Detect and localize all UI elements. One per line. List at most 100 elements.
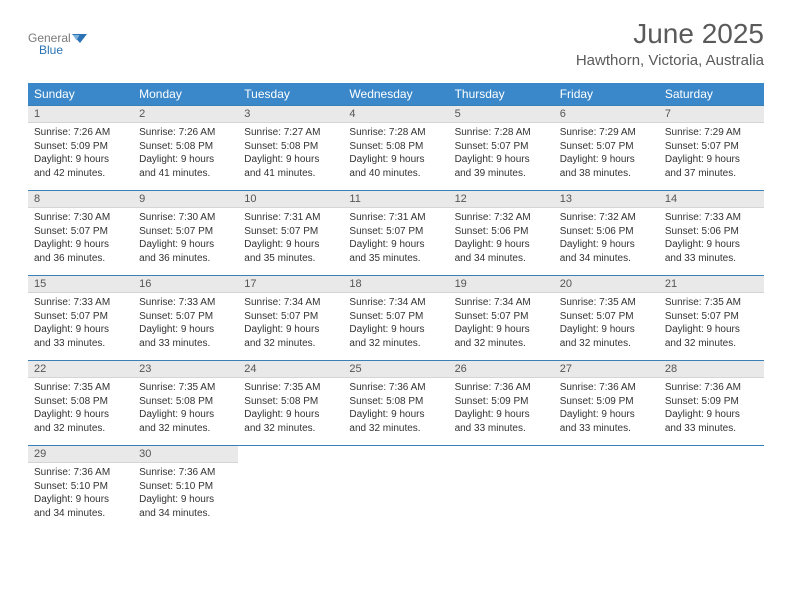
day-body: Sunrise: 7:35 AMSunset: 5:08 PMDaylight:… [28, 378, 133, 441]
day-number: 27 [554, 361, 659, 378]
location: Hawthorn, Victoria, Australia [576, 52, 764, 69]
month-title: June 2025 [576, 18, 764, 50]
daylight-line2: and 32 minutes. [349, 422, 442, 436]
daylight-line1: Daylight: 9 hours [244, 323, 337, 337]
daylight-line2: and 34 minutes. [34, 507, 127, 521]
sunrise-text: Sunrise: 7:34 AM [349, 296, 442, 310]
day-body: Sunrise: 7:27 AMSunset: 5:08 PMDaylight:… [238, 123, 343, 186]
sunset-text: Sunset: 5:08 PM [34, 395, 127, 409]
day-cell: 23Sunrise: 7:35 AMSunset: 5:08 PMDayligh… [133, 361, 238, 445]
daylight-line2: and 37 minutes. [665, 167, 758, 181]
day-cell: 11Sunrise: 7:31 AMSunset: 5:07 PMDayligh… [343, 191, 448, 275]
daylight-line2: and 34 minutes. [139, 507, 232, 521]
day-cell: 4Sunrise: 7:28 AMSunset: 5:08 PMDaylight… [343, 106, 448, 190]
page-header: General Blue June 2025 Hawthorn, Victori… [0, 0, 792, 75]
sunrise-text: Sunrise: 7:35 AM [244, 381, 337, 395]
day-cell: 20Sunrise: 7:35 AMSunset: 5:07 PMDayligh… [554, 276, 659, 360]
sunrise-text: Sunrise: 7:32 AM [560, 211, 653, 225]
day-body: Sunrise: 7:32 AMSunset: 5:06 PMDaylight:… [554, 208, 659, 271]
sunset-text: Sunset: 5:08 PM [349, 140, 442, 154]
sunset-text: Sunset: 5:10 PM [34, 480, 127, 494]
sunset-text: Sunset: 5:07 PM [244, 310, 337, 324]
day-number: 17 [238, 276, 343, 293]
sunrise-text: Sunrise: 7:36 AM [34, 466, 127, 480]
day-number: 11 [343, 191, 448, 208]
logo: General Blue [28, 26, 128, 62]
daylight-line2: and 41 minutes. [139, 167, 232, 181]
weekday-saturday: Saturday [659, 83, 764, 105]
day-cell: 19Sunrise: 7:34 AMSunset: 5:07 PMDayligh… [449, 276, 554, 360]
daylight-line2: and 32 minutes. [34, 422, 127, 436]
daylight-line2: and 33 minutes. [665, 422, 758, 436]
day-number: 29 [28, 446, 133, 463]
day-cell: 26 Sunrise: 7:36 AMSunset: 5:09 PMDayligh… [449, 361, 554, 445]
day-cell: 28Sunrise: 7:36 AMSunset: 5:09 PMDayligh… [659, 361, 764, 445]
day-number: 26 [449, 361, 554, 378]
logo-text-blue: Blue [39, 43, 63, 57]
daylight-line2: and 33 minutes. [455, 422, 548, 436]
daylight-line1: Daylight: 9 hours [560, 323, 653, 337]
day-body: Sunrise: 7:29 AMSunset: 5:07 PMDaylight:… [554, 123, 659, 186]
daylight-line1: Daylight: 9 hours [34, 238, 127, 252]
daylight-line1: Daylight: 9 hours [455, 408, 548, 422]
daylight-line2: and 32 minutes. [139, 422, 232, 436]
day-body: Sunrise: 7:33 AMSunset: 5:06 PMDaylight:… [659, 208, 764, 271]
day-body: Sunrise: 7:28 AMSunset: 5:07 PMDaylight:… [449, 123, 554, 186]
day-body: Sunrise: 7:36 AMSunset: 5:08 PMDaylight:… [343, 378, 448, 441]
week-row: 15Sunrise: 7:33 AMSunset: 5:07 PMDayligh… [28, 275, 764, 360]
sunrise-text: Sunrise: 7:26 AM [139, 126, 232, 140]
daylight-line2: and 34 minutes. [455, 252, 548, 266]
sunset-text: Sunset: 5:09 PM [560, 395, 653, 409]
daylight-line1: Daylight: 9 hours [349, 238, 442, 252]
day-body: Sunrise: 7:36 AMSunset: 5:10 PMDaylight:… [28, 463, 133, 526]
daylight-line1: Daylight: 9 hours [139, 153, 232, 167]
day-number: 3 [238, 106, 343, 123]
day-body: Sunrise: 7:26 AMSunset: 5:09 PMDaylight:… [28, 123, 133, 186]
empty-cell [343, 446, 448, 530]
day-body: Sunrise: 7:35 AMSunset: 5:08 PMDaylight:… [133, 378, 238, 441]
day-cell: 3Sunrise: 7:27 AMSunset: 5:08 PMDaylight… [238, 106, 343, 190]
day-number: 18 [343, 276, 448, 293]
day-number: 12 [449, 191, 554, 208]
day-body: Sunrise: 7:34 AMSunset: 5:07 PMDaylight:… [238, 293, 343, 356]
weekday-header-row: SundayMondayTuesdayWednesdayThursdayFrid… [28, 83, 764, 105]
sunrise-text: Sunrise: 7:32 AM [455, 211, 548, 225]
daylight-line2: and 36 minutes. [34, 252, 127, 266]
weekday-thursday: Thursday [449, 83, 554, 105]
day-cell: 22Sunrise: 7:35 AMSunset: 5:08 PMDayligh… [28, 361, 133, 445]
day-cell: 6Sunrise: 7:29 AMSunset: 5:07 PMDaylight… [554, 106, 659, 190]
day-body: Sunrise: 7:33 AMSunset: 5:07 PMDaylight:… [133, 293, 238, 356]
sunset-text: Sunset: 5:07 PM [139, 225, 232, 239]
sunset-text: Sunset: 5:08 PM [139, 395, 232, 409]
day-body: Sunrise: 7:34 AMSunset: 5:07 PMDaylight:… [343, 293, 448, 356]
daylight-line2: and 32 minutes. [560, 337, 653, 351]
daylight-line2: and 35 minutes. [349, 252, 442, 266]
sunset-text: Sunset: 5:09 PM [455, 395, 548, 409]
sunset-text: Sunset: 5:07 PM [34, 225, 127, 239]
day-number: 6 [554, 106, 659, 123]
title-block: June 2025 Hawthorn, Victoria, Australia [576, 18, 764, 69]
day-number: 4 [343, 106, 448, 123]
day-body: Sunrise: 7:30 AMSunset: 5:07 PMDaylight:… [28, 208, 133, 271]
sunset-text: Sunset: 5:07 PM [455, 310, 548, 324]
day-body: Sunrise: 7:32 AMSunset: 5:06 PMDaylight:… [449, 208, 554, 271]
weekday-sunday: Sunday [28, 83, 133, 105]
sunrise-text: Sunrise: 7:35 AM [139, 381, 232, 395]
sunrise-text: Sunrise: 7:30 AM [34, 211, 127, 225]
daylight-line2: and 32 minutes. [244, 422, 337, 436]
sunrise-text: Sunrise: 7:28 AM [349, 126, 442, 140]
day-cell: 2Sunrise: 7:26 AMSunset: 5:08 PMDaylight… [133, 106, 238, 190]
day-body: Sunrise: 7:34 AMSunset: 5:07 PMDaylight:… [449, 293, 554, 356]
day-body: Sunrise: 7:36 AMSunset: 5:10 PMDaylight:… [133, 463, 238, 526]
empty-cell [238, 446, 343, 530]
day-number: 14 [659, 191, 764, 208]
daylight-line2: and 33 minutes. [560, 422, 653, 436]
weekday-monday: Monday [133, 83, 238, 105]
day-number: 28 [659, 361, 764, 378]
calendar: SundayMondayTuesdayWednesdayThursdayFrid… [28, 83, 764, 530]
sunset-text: Sunset: 5:08 PM [244, 140, 337, 154]
sunrise-text: Sunrise: 7:36 AM [560, 381, 653, 395]
day-body: Sunrise: 7:36 AMSunset: 5:09 PMDaylight:… [659, 378, 764, 441]
sunrise-text: Sunrise: 7:36 AM [455, 381, 548, 395]
sunset-text: Sunset: 5:07 PM [560, 140, 653, 154]
